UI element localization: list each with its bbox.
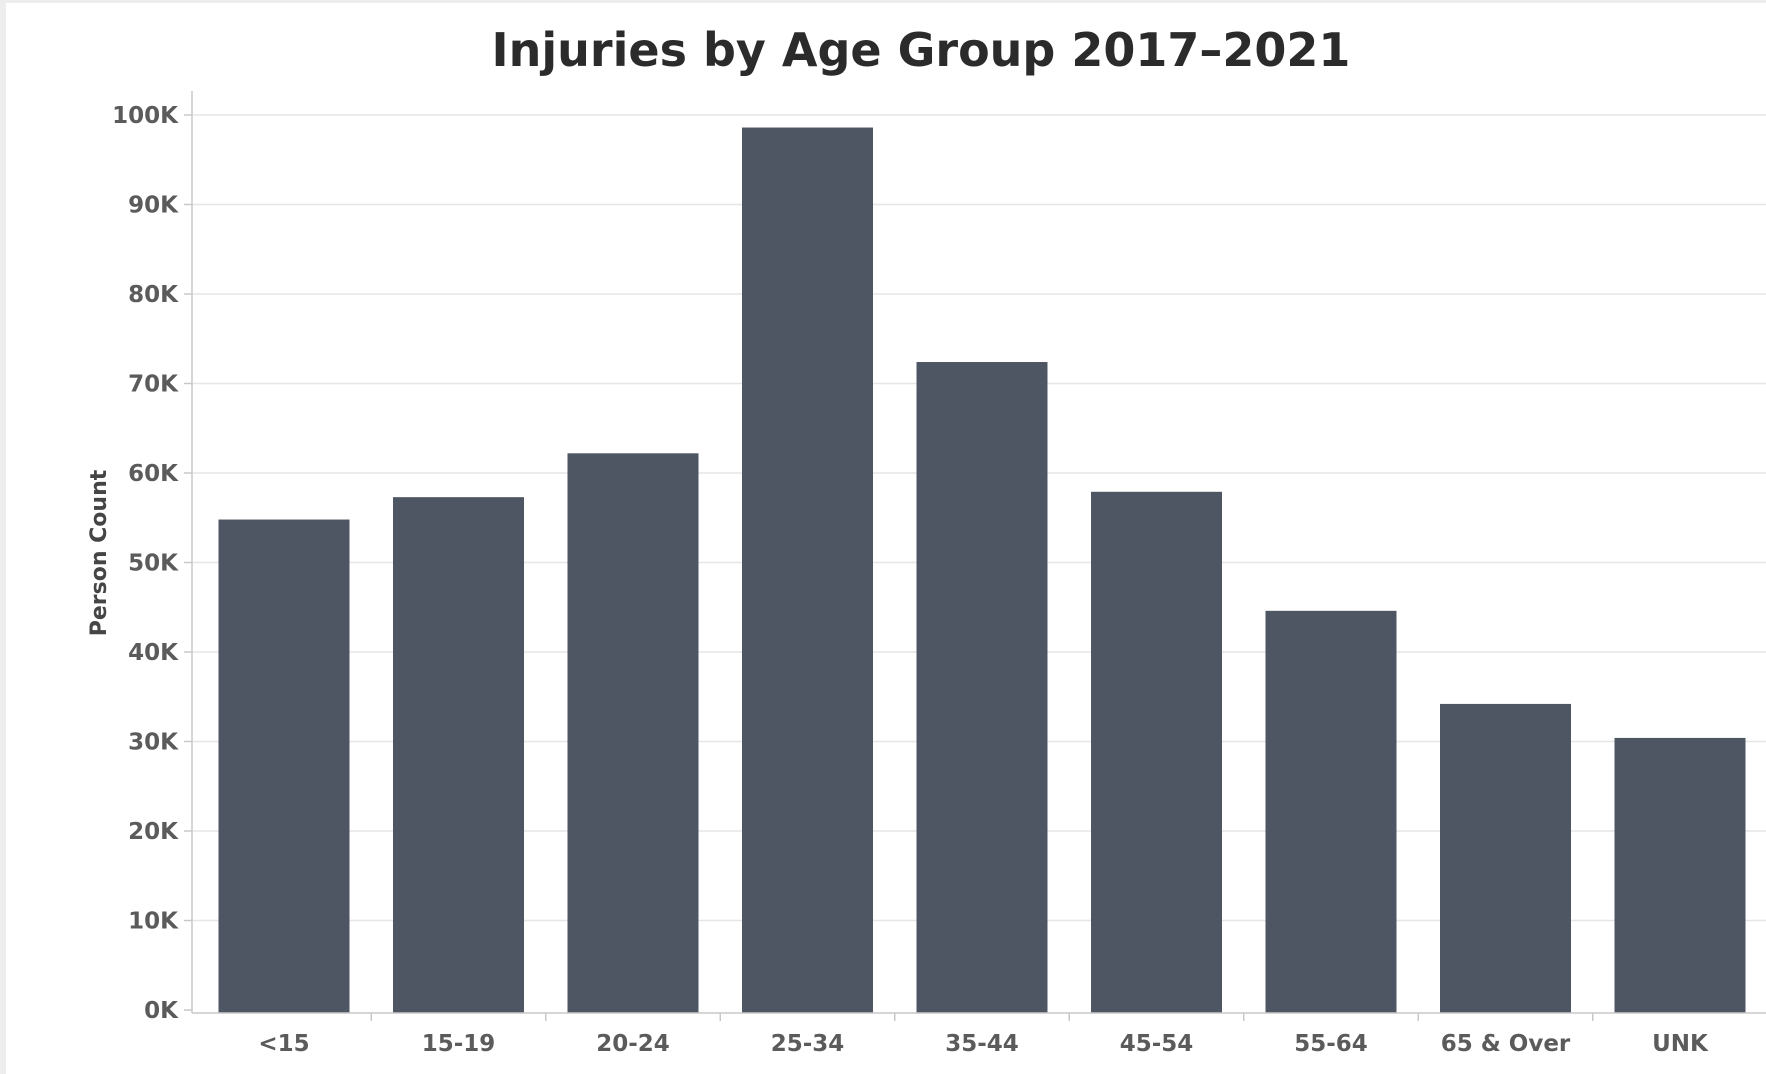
x-tick-label: 15-19 bbox=[422, 1031, 496, 1057]
axis-labels: 0K 10K 20K 30K 40K 50K 60K 70K 80K 90K 100K <15 15-1… bbox=[112, 103, 1709, 1057]
bar bbox=[567, 453, 699, 1013]
y-tick-label: 40K bbox=[128, 640, 179, 666]
y-tick-label: 30K bbox=[128, 730, 179, 756]
y-tick-label: 100K bbox=[112, 103, 179, 129]
bar bbox=[1440, 703, 1571, 1013]
y-tick-label: 60K bbox=[128, 461, 179, 487]
y-tick-label: 0K bbox=[144, 998, 179, 1024]
bar bbox=[393, 497, 524, 1013]
y-axis-title: Person Count bbox=[87, 469, 112, 636]
x-tick-label: 45-54 bbox=[1120, 1031, 1194, 1057]
x-tick-label: 35-44 bbox=[945, 1031, 1019, 1057]
x-tick-label: UNK bbox=[1652, 1031, 1709, 1057]
x-tick-label: 55-64 bbox=[1294, 1031, 1368, 1057]
bar bbox=[1265, 610, 1397, 1013]
x-tick-label: <15 bbox=[258, 1031, 309, 1057]
x-tick-label: 25-34 bbox=[771, 1031, 845, 1057]
chart-title: Injuries by Age Group 2017–2021 bbox=[492, 23, 1351, 77]
bar bbox=[218, 519, 350, 1013]
bar bbox=[1091, 491, 1222, 1013]
bars bbox=[218, 127, 1746, 1013]
bar bbox=[742, 127, 873, 1013]
y-tick-label: 80K bbox=[128, 282, 179, 308]
y-tick-label: 50K bbox=[128, 551, 179, 577]
x-tick-label: 20-24 bbox=[596, 1031, 670, 1057]
y-tick-label: 10K bbox=[128, 909, 179, 935]
bar bbox=[916, 362, 1048, 1013]
y-tick-label: 20K bbox=[128, 819, 179, 845]
y-tick-label: 70K bbox=[128, 372, 179, 398]
chart-panel: Injuries by Age Group 2017–2021 Person C… bbox=[6, 3, 1766, 1074]
bar-chart: Injuries by Age Group 2017–2021 Person C… bbox=[87, 23, 1766, 1057]
y-tick-label: 90K bbox=[128, 193, 179, 219]
x-tick-label: 65 & Over bbox=[1441, 1031, 1571, 1057]
axes bbox=[184, 91, 1766, 1021]
bar bbox=[1614, 737, 1746, 1013]
